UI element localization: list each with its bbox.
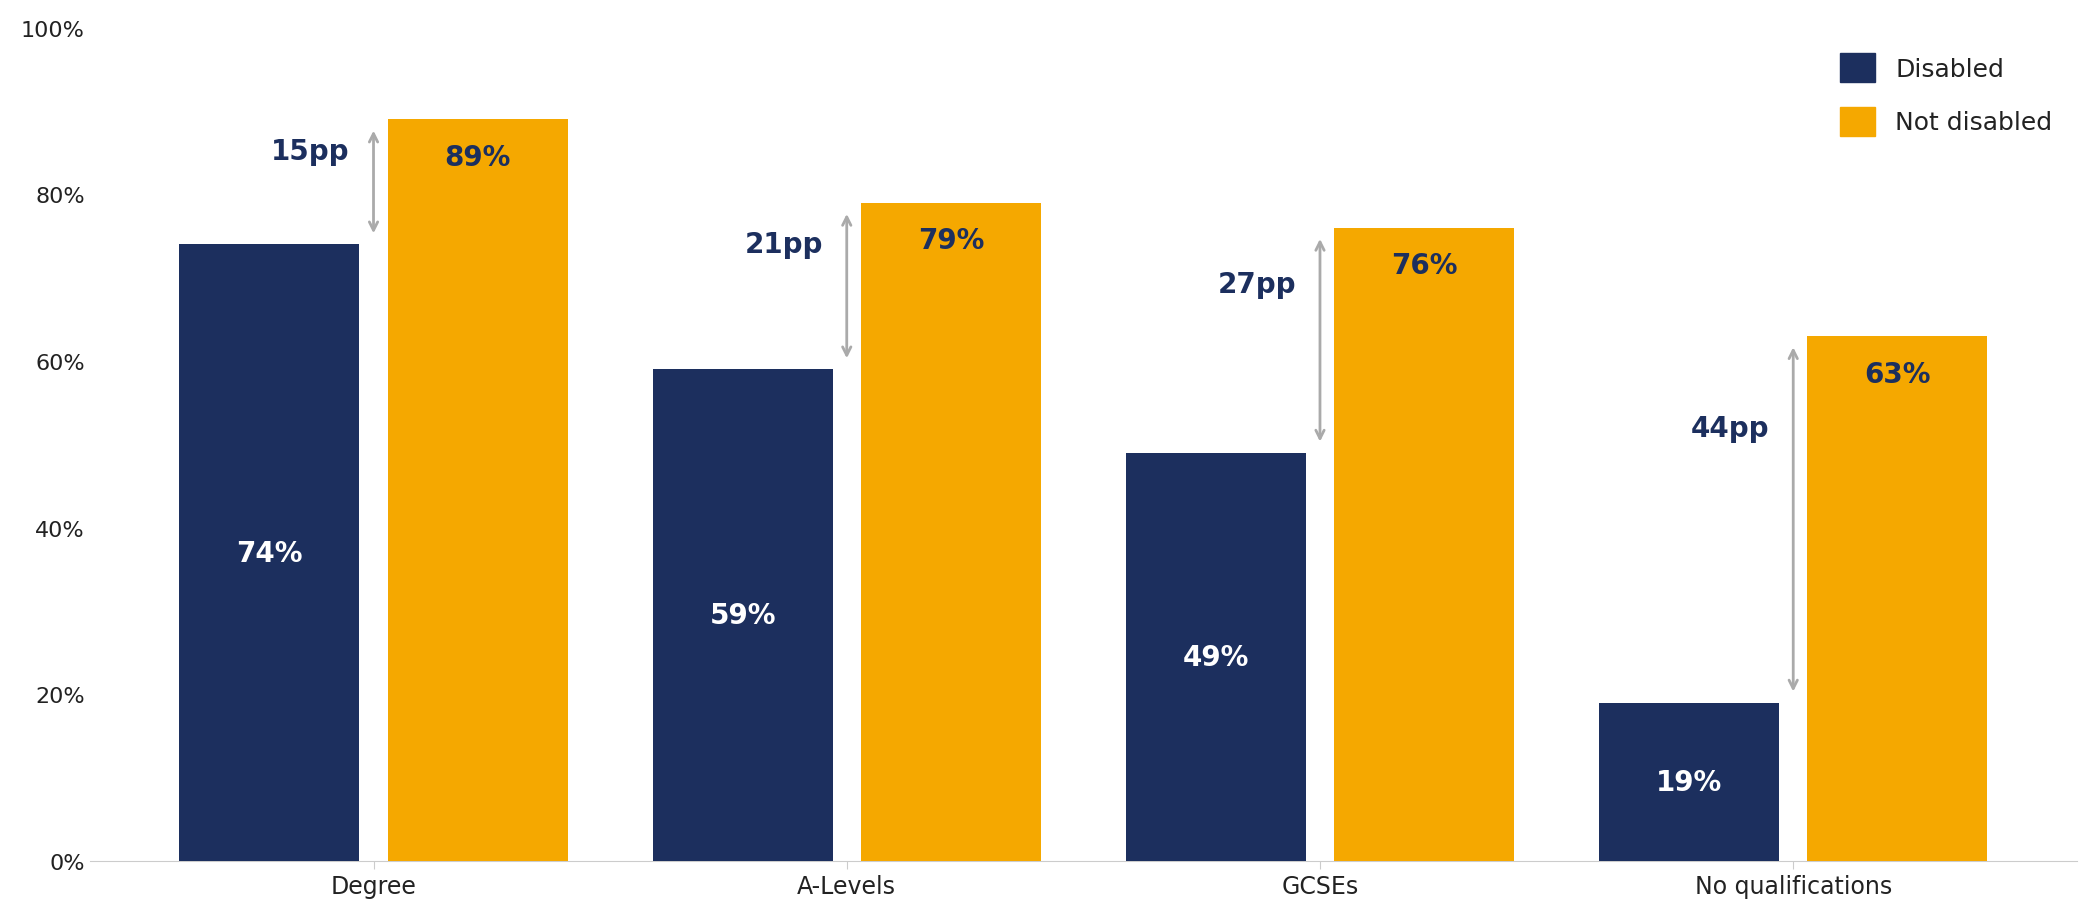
Text: 15pp: 15pp — [271, 138, 350, 165]
Text: 49%: 49% — [1183, 643, 1248, 671]
Text: 59%: 59% — [709, 602, 776, 630]
Text: 74%: 74% — [237, 539, 302, 567]
Legend: Disabled, Not disabled: Disabled, Not disabled — [1827, 41, 2064, 149]
Bar — [860, 204, 1041, 861]
Bar — [388, 120, 569, 861]
Text: 19%: 19% — [1655, 768, 1722, 796]
Text: 76%: 76% — [1391, 252, 1458, 280]
Text: 79%: 79% — [917, 227, 984, 255]
Bar — [652, 370, 833, 861]
Bar — [1599, 703, 1779, 861]
Text: 44pp: 44pp — [1691, 414, 1769, 442]
Bar — [1334, 229, 1515, 861]
Bar — [1127, 453, 1305, 861]
Text: 27pp: 27pp — [1217, 271, 1297, 299]
Text: 89%: 89% — [445, 143, 510, 172]
Text: 21pp: 21pp — [745, 232, 822, 259]
Text: 63%: 63% — [1865, 360, 1930, 388]
Bar — [180, 245, 359, 861]
Bar — [1806, 336, 1987, 861]
